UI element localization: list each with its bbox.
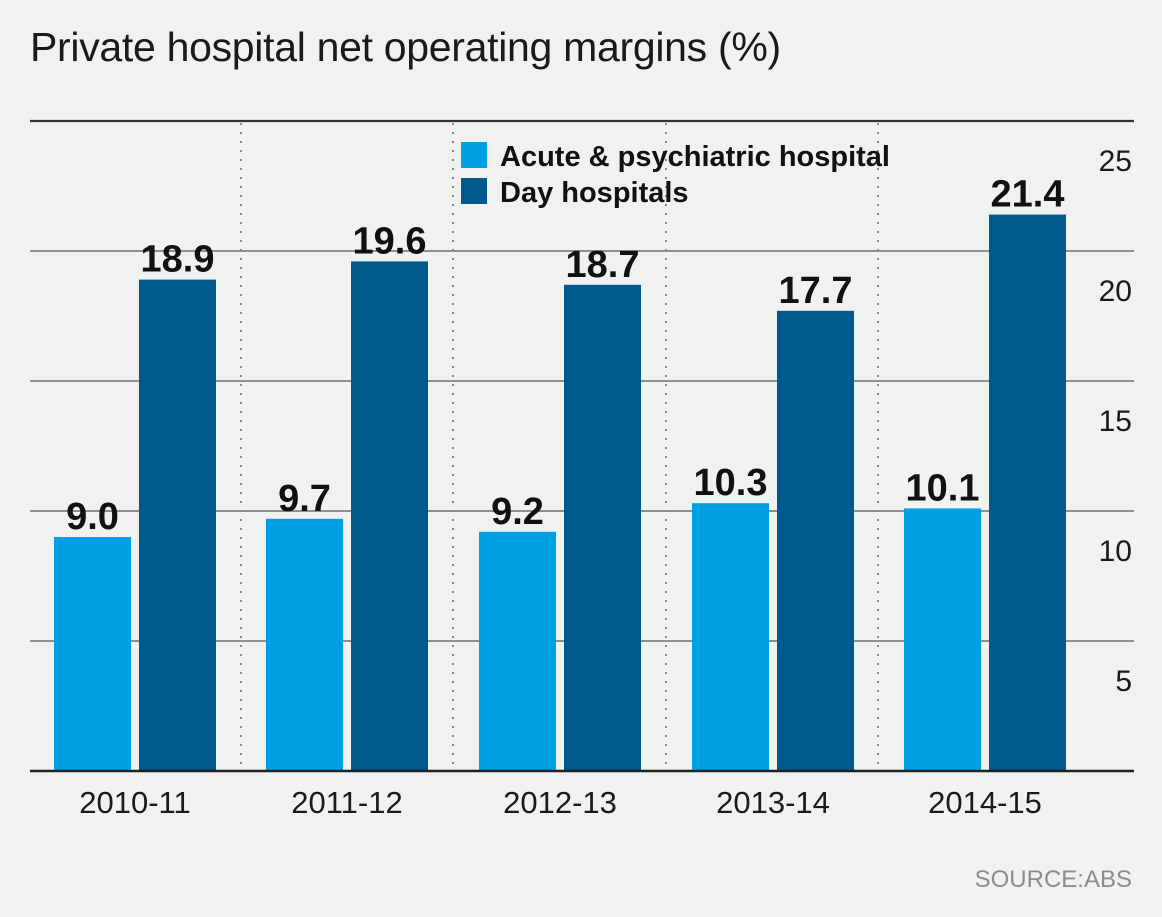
data-label-acute-2011-12: 9.7 [278,478,331,520]
category-label-2013-14: 2013-14 [716,785,830,820]
y-tick-label-5: 5 [1115,665,1132,698]
legend-label-day: Day hospitals [500,177,689,209]
y-tick-label-15: 15 [1099,405,1132,438]
chart-title: Private hospital net operating margins (… [30,24,781,70]
category-label-2010-11: 2010-11 [79,785,190,820]
bar-day-2010-11 [139,279,216,771]
data-label-acute-2013-14: 10.3 [694,462,768,504]
data-label-day-2014-15: 21.4 [991,174,1065,216]
category-label-2011-12: 2011-12 [291,785,402,820]
bar-day-2014-15 [989,214,1066,772]
data-label-acute-2010-11: 9.0 [66,496,119,538]
data-label-day-2012-13: 18.7 [566,244,640,286]
y-axis-tick-labels: 5 10 15 20 25 [1099,145,1132,698]
bar-day-2012-13 [564,284,641,771]
bar-acute-2013-14 [692,503,769,771]
data-label-day-2013-14: 17.7 [779,270,853,312]
data-label-acute-2012-13: 9.2 [491,491,544,533]
data-label-day-2010-11: 18.9 [141,239,215,281]
bars [54,214,1066,772]
source-note: SOURCE:ABS [974,866,1132,893]
bar-acute-2014-15 [904,508,981,771]
y-tick-label-10: 10 [1099,535,1132,568]
bar-day-2013-14 [777,310,854,771]
bar-acute-2011-12 [266,518,343,771]
y-tick-label-20: 20 [1099,275,1132,308]
legend: Acute & psychiatric hospital Day hospital… [461,141,890,209]
data-label-acute-2014-15: 10.1 [906,467,980,509]
y-tick-label-25: 25 [1099,145,1132,178]
legend-swatch-acute [461,142,487,168]
data-labels: 9.0 18.9 9.7 19.6 9.2 18.7 10.3 17.7 10.1 21.4 [66,174,1064,538]
data-label-day-2011-12: 19.6 [353,220,427,262]
legend-label-acute: Acute & psychiatric hospital [500,141,890,173]
category-label-2014-15: 2014-15 [928,785,1042,820]
category-labels: 2010-11 2011-12 2012-13 2013-14 2014-15 [79,785,1042,820]
category-label-2012-13: 2012-13 [503,785,617,820]
bar-day-2011-12 [351,261,428,771]
bar-acute-2012-13 [479,531,556,771]
legend-swatch-day [461,178,487,204]
category-separators [240,123,879,771]
bar-acute-2010-11 [54,537,131,771]
